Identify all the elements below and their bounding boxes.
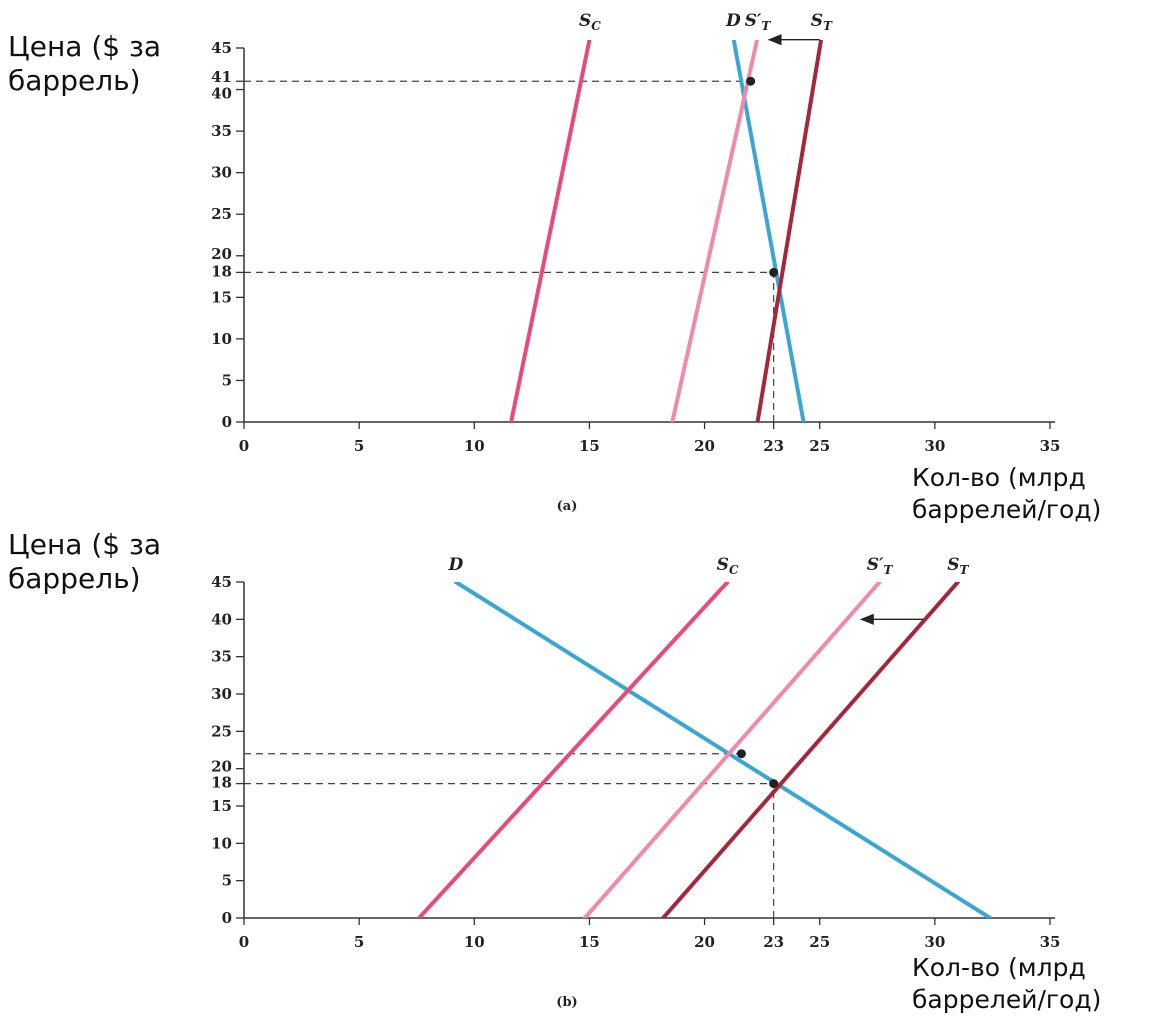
y-tick-label: 35 [211, 648, 232, 666]
x-tick-label: 15 [579, 933, 600, 951]
x-tick-label: 23 [763, 933, 784, 951]
series-label-d: D [725, 11, 741, 31]
y-tick-label: 0 [222, 413, 232, 431]
x-tick-label: 0 [239, 437, 249, 455]
y-tick-label: 10 [211, 834, 232, 852]
x-tick-label: 35 [1040, 933, 1061, 951]
x-tick-label: 35 [1040, 437, 1061, 455]
series-label-s-prime-t: S′T [867, 555, 894, 577]
y-tick-label: 40 [211, 85, 232, 103]
y-tick-label: 5 [222, 371, 232, 389]
y-tick-label: 30 [211, 685, 232, 703]
series-label-s-t: ST [811, 11, 833, 33]
series-line-d [453, 582, 993, 918]
x-tick-label: 10 [464, 933, 485, 951]
y-tick-label: 15 [211, 797, 232, 815]
x-tick-label: 5 [354, 437, 364, 455]
series-line-s-prime-t [582, 582, 882, 918]
x-axis-label-b: Кол-во (млрд баррелей/год) [912, 953, 1102, 1014]
x-tick-label: 25 [809, 933, 830, 951]
y-tick-label: 18 [211, 774, 232, 792]
series-line-s-prime-t [670, 40, 760, 422]
x-tick-label: 25 [809, 437, 830, 455]
y-tick-label: 5 [222, 872, 232, 890]
y-tick-label: 0 [222, 909, 232, 927]
series-line-s-c [509, 40, 592, 422]
y-tick-label: 18 [211, 262, 232, 280]
series-line-s-t [755, 40, 824, 422]
x-tick-label: 0 [239, 933, 249, 951]
series-label-s-prime-t: S′T [745, 11, 772, 33]
series-line-s-c [417, 582, 730, 918]
x-tick-label: 20 [694, 933, 715, 951]
y-tick-label: 35 [211, 122, 232, 140]
y-tick-label: 15 [211, 288, 232, 306]
x-tick-label: 15 [579, 437, 600, 455]
y-tick-label: 40 [211, 610, 232, 628]
y-tick-label: 45 [211, 39, 232, 57]
y-tick-label: 20 [211, 245, 232, 263]
y-axis-label-b: Цена ($ за баррель) [8, 528, 162, 595]
chart-caption-a: (a) [557, 499, 578, 514]
y-tick-label: 10 [211, 330, 232, 348]
series-label-d: D [447, 555, 463, 575]
series-label-s-t: ST [947, 555, 969, 577]
y-tick-label: 45 [211, 573, 232, 591]
equilibrium-point [736, 749, 746, 759]
y-tick-label: 20 [211, 758, 232, 776]
chart-caption-b: (b) [556, 995, 577, 1010]
x-axis-label-a: Кол-во (млрд баррелей/год) [912, 463, 1102, 524]
equilibrium-point [769, 779, 779, 789]
x-tick-label: 20 [694, 437, 715, 455]
x-tick-label: 23 [763, 437, 784, 455]
series-label-s-c: SC [717, 555, 739, 577]
x-tick-label: 30 [924, 933, 945, 951]
series-line-s-t [661, 582, 960, 918]
y-tick-label: 30 [211, 164, 232, 182]
x-tick-label: 30 [924, 437, 945, 455]
equilibrium-point [769, 267, 779, 277]
x-tick-label: 5 [354, 933, 364, 951]
y-tick-label: 41 [211, 68, 232, 86]
y-tick-label: 25 [211, 205, 232, 223]
y-axis-label-a: Цена ($ за баррель) [8, 30, 162, 97]
equilibrium-point [746, 76, 756, 86]
series-label-s-c: SC [579, 11, 601, 33]
y-tick-label: 25 [211, 722, 232, 740]
x-tick-label: 10 [464, 437, 485, 455]
series-line-d [731, 40, 806, 422]
